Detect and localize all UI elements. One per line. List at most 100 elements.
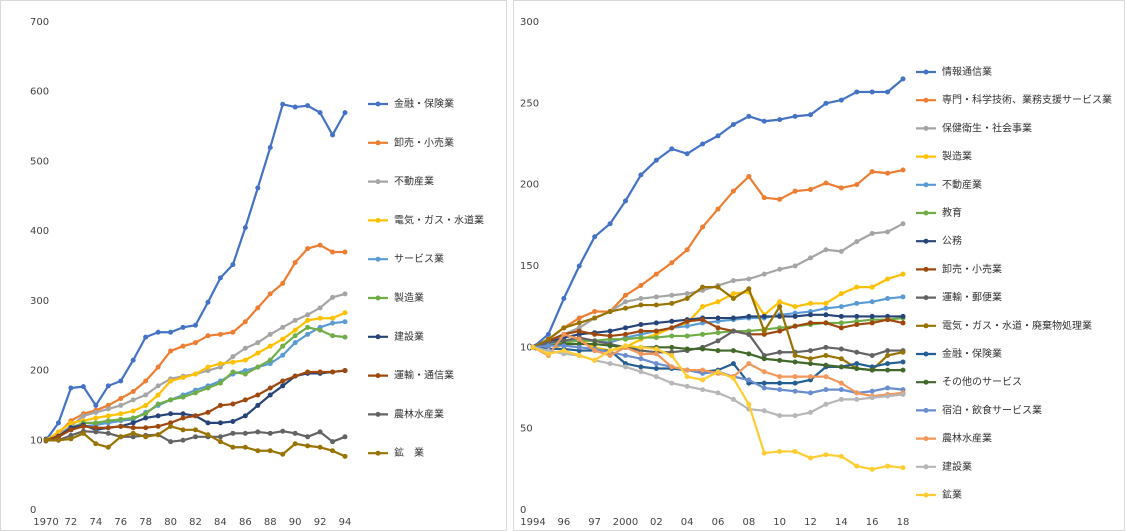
- data-point: [607, 361, 613, 367]
- data-point: [869, 352, 875, 358]
- data-point: [885, 367, 891, 373]
- data-point: [885, 170, 891, 176]
- data-point: [885, 296, 891, 302]
- data-point: [653, 157, 659, 163]
- data-point: [761, 450, 767, 456]
- data-point: [193, 390, 198, 396]
- legend-marker: [375, 217, 381, 223]
- data-point: [623, 352, 628, 358]
- x-tick-label: 16: [866, 517, 879, 528]
- data-point: [230, 262, 236, 268]
- data-point: [838, 313, 844, 319]
- data-point: [746, 286, 752, 292]
- data-point: [638, 369, 644, 375]
- data-point: [623, 331, 628, 337]
- data-point: [653, 365, 659, 371]
- data-point: [180, 394, 186, 400]
- data-point: [292, 373, 298, 379]
- legend-label: 鉱業: [942, 488, 962, 501]
- data-point: [792, 374, 798, 380]
- data-point: [155, 413, 161, 419]
- data-point: [700, 317, 706, 323]
- data-point: [118, 395, 124, 401]
- data-point: [653, 271, 659, 277]
- data-point: [267, 331, 273, 337]
- data-point: [746, 276, 752, 282]
- data-point: [576, 352, 582, 358]
- legend-marker: [923, 238, 929, 244]
- data-point: [342, 291, 348, 297]
- data-point: [267, 291, 273, 297]
- data-point: [746, 351, 752, 357]
- data-point: [242, 319, 248, 325]
- data-point: [130, 430, 136, 436]
- data-point: [280, 383, 286, 389]
- legend-label: 金融・保険業: [942, 347, 1002, 360]
- legend-label: 運輸・通信業: [394, 369, 454, 382]
- legend-label: 金融・保険業: [394, 97, 454, 110]
- data-point: [561, 325, 567, 331]
- data-point: [808, 409, 813, 415]
- data-point: [684, 151, 690, 157]
- left-panel: [0, 0, 507, 531]
- data-point: [900, 320, 906, 326]
- data-point: [168, 411, 174, 417]
- data-point: [638, 351, 644, 357]
- data-point: [105, 402, 111, 408]
- data-point: [761, 195, 767, 201]
- x-tick-label: 1970: [33, 517, 58, 528]
- data-point: [217, 439, 223, 445]
- data-point: [230, 359, 236, 365]
- x-tick-label: 72: [65, 517, 78, 528]
- data-point: [143, 402, 149, 408]
- data-point: [292, 340, 298, 346]
- data-point: [180, 427, 186, 433]
- data-point: [576, 344, 582, 350]
- data-point: [792, 113, 798, 119]
- legend-label: 建設業: [394, 330, 424, 343]
- data-point: [267, 392, 273, 398]
- data-point: [885, 361, 891, 367]
- y-tick-label: 700: [30, 17, 49, 28]
- data-point: [118, 434, 124, 440]
- data-point: [292, 260, 298, 266]
- legend-marker: [923, 351, 929, 357]
- data-point: [669, 300, 675, 306]
- data-point: [576, 315, 582, 321]
- legend-marker: [923, 407, 929, 413]
- data-point: [205, 409, 211, 415]
- data-point: [105, 425, 111, 431]
- data-point: [330, 294, 336, 300]
- data-point: [305, 103, 311, 109]
- data-point: [330, 333, 336, 339]
- data-point: [838, 320, 844, 326]
- data-point: [684, 367, 690, 373]
- data-point: [267, 361, 273, 367]
- data-point: [561, 343, 567, 349]
- legend-marker: [375, 295, 381, 301]
- data-point: [792, 380, 798, 386]
- x-tick-label: 04: [681, 517, 694, 528]
- data-point: [292, 317, 298, 323]
- data-point: [700, 304, 706, 310]
- legend-marker: [375, 411, 381, 417]
- data-point: [823, 344, 829, 350]
- data-point: [777, 380, 783, 386]
- data-point: [592, 309, 598, 315]
- data-point: [205, 432, 211, 438]
- data-point: [561, 348, 567, 354]
- data-point: [317, 315, 323, 321]
- data-point: [700, 346, 706, 352]
- data-point: [93, 415, 99, 421]
- data-point: [93, 402, 99, 408]
- data-point: [242, 444, 248, 450]
- data-point: [267, 357, 273, 363]
- data-point: [592, 348, 598, 354]
- data-point: [255, 185, 261, 191]
- data-point: [746, 313, 752, 319]
- x-tick-label: 90: [289, 517, 302, 528]
- legend-label: 運輸・郵便業: [942, 291, 1002, 304]
- data-point: [592, 315, 598, 321]
- data-point: [255, 364, 261, 370]
- data-point: [808, 374, 813, 380]
